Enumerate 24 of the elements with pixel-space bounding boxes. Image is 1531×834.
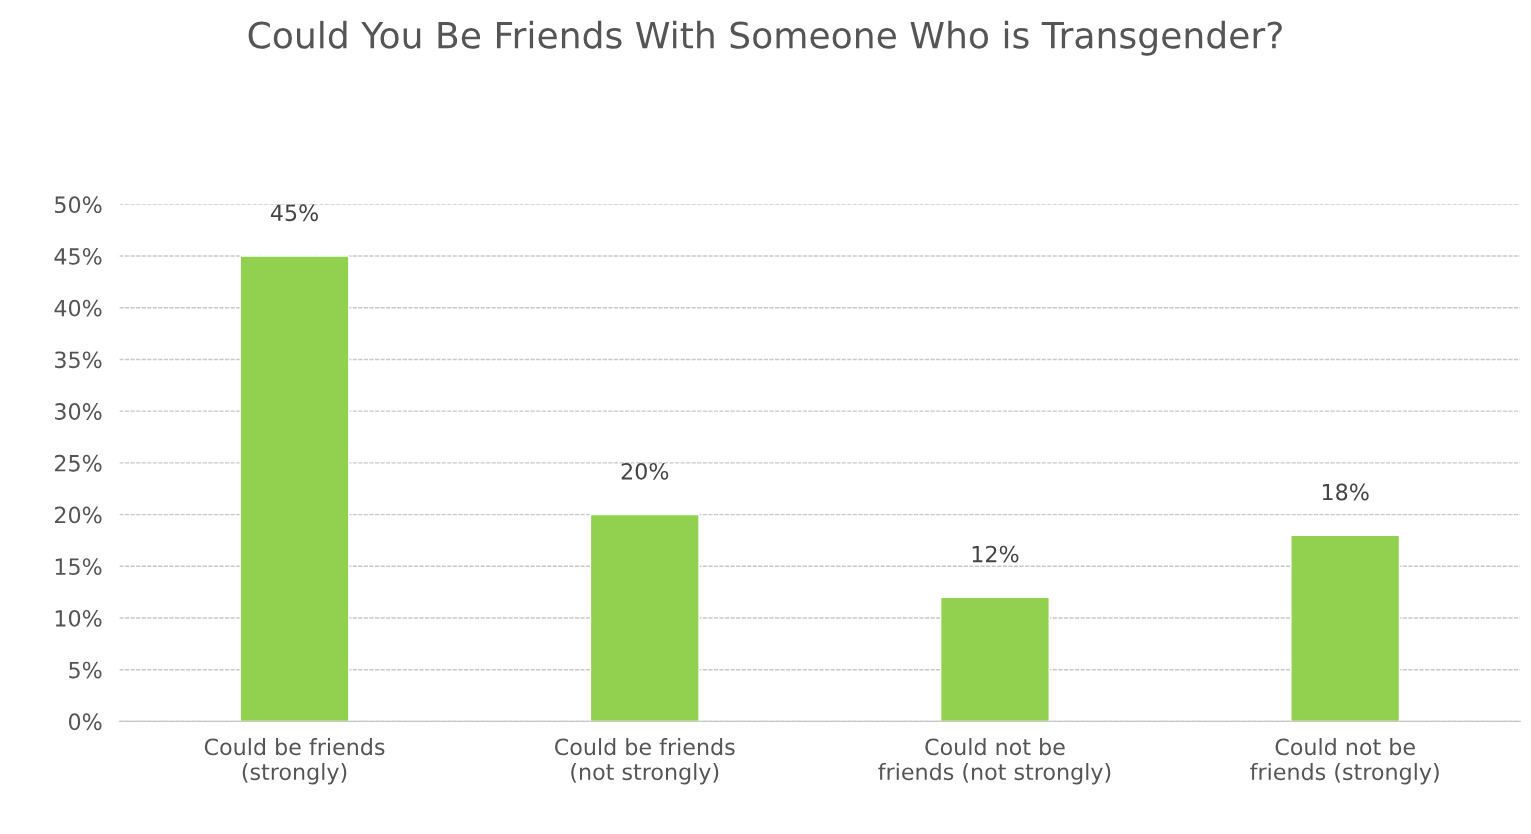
bar (939, 596, 1050, 722)
y-tick-label: 45% (54, 247, 102, 265)
y-tick-label: 25% (54, 454, 102, 472)
data-label: 12% (972, 545, 1019, 563)
data-label: 20% (621, 462, 669, 480)
data-label: 18% (1322, 483, 1369, 501)
data-label: 45% (270, 204, 318, 222)
y-tick-label: 5% (69, 661, 102, 679)
y-tick-label: 10% (55, 609, 102, 627)
chart-title: Could You Be Friends With Someone Who is Transgender? (248, 20, 1282, 56)
x-tick-label: Could be friends (strongly) (204, 738, 385, 785)
x-tick-label: Could be friends (not strongly) (555, 738, 735, 785)
y-tick-label: 0% (68, 713, 102, 731)
y-tick-label: 40% (54, 299, 102, 317)
x-tick-label: Could not be friends (not strongly) (878, 738, 1111, 785)
y-tick-label: 30% (55, 403, 102, 420)
y-tick-label: 15% (55, 558, 102, 576)
bar (239, 255, 350, 722)
bar (1290, 534, 1401, 722)
y-tick-label: 20% (54, 506, 102, 524)
y-tick-label: 35% (55, 351, 102, 369)
bar (589, 513, 700, 722)
y-tick-label: 50% (55, 196, 102, 214)
x-tick-label: Could not be friends (strongly) (1250, 738, 1439, 785)
